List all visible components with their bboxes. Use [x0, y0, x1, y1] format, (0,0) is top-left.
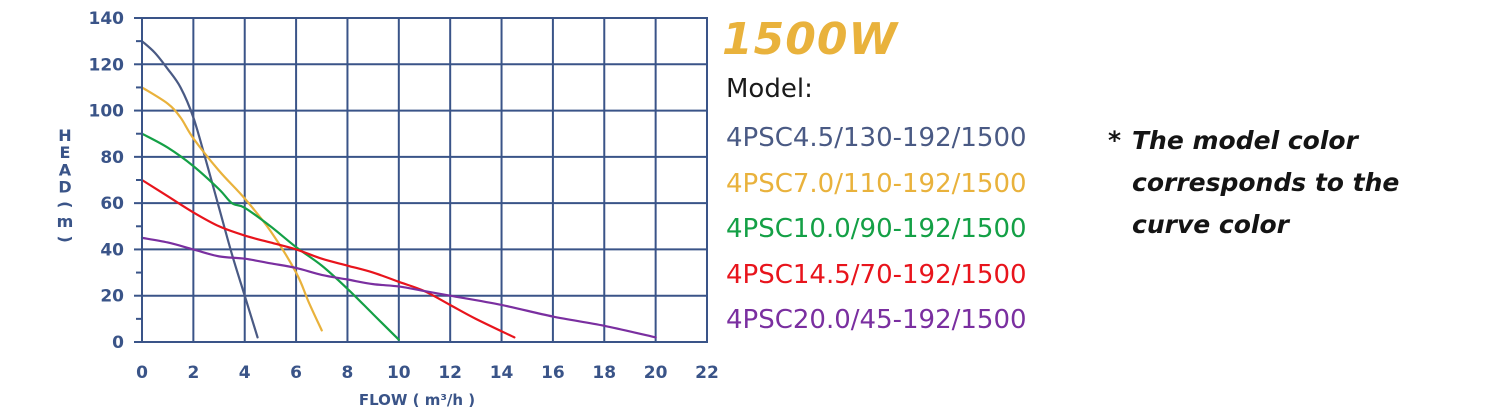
y-tick-label: 100 — [89, 102, 125, 122]
x-tick-label: 8 — [342, 363, 354, 383]
y-tick-label: 20 — [100, 287, 124, 307]
power-heading: 1500W — [722, 14, 898, 65]
x-tick-labels: 0 2 4 6 8 10 12 14 16 18 20 22 — [136, 363, 719, 383]
series-line — [140, 86, 323, 332]
legend-item-model: 4PSC20.0/45-192/1500 — [726, 305, 1027, 335]
x-tick-label: 14 — [490, 363, 514, 383]
x-tick-label: 22 — [695, 363, 719, 383]
model-legend: 4PSC4.5/130-192/1500 4PSC7.0/110-192/150… — [726, 116, 1027, 344]
color-note: * The model color corresponds to the cur… — [1108, 120, 1468, 246]
series-line — [140, 132, 400, 341]
x-tick-label: 6 — [290, 363, 302, 383]
y-axis-title-char: E — [60, 143, 71, 162]
legend-item-model: 4PSC14.5/70-192/1500 — [726, 259, 1027, 290]
x-tick-label: 12 — [438, 363, 462, 383]
y-tick-label: 140 — [89, 9, 125, 29]
legend-title: Model: — [726, 74, 813, 104]
pump-curve-chart: 0 2 4 6 8 10 12 14 16 18 20 22 0 20 40 60 80 100 120 140 F… — [56, 9, 719, 409]
y-axis-title-char: ( — [56, 201, 75, 208]
note-text: The model color corresponds to the curve… — [1132, 126, 1400, 239]
x-tick-label: 16 — [541, 363, 565, 383]
y-axis-title-char: ) — [56, 236, 75, 243]
y-tick-label: 80 — [100, 148, 124, 168]
series-line — [140, 178, 516, 339]
x-tick-label: 4 — [239, 363, 251, 383]
legend-item-model: 4PSC4.5/130-192/1500 — [726, 123, 1027, 153]
y-tick-label: 0 — [112, 333, 124, 353]
y-tick-labels: 0 20 40 60 80 100 120 140 — [89, 9, 125, 353]
series-line — [140, 236, 657, 339]
x-tick-label: 20 — [644, 363, 668, 383]
x-tick-label: 18 — [592, 363, 616, 383]
y-axis-title-char: A — [59, 160, 72, 179]
y-tick-label: 60 — [100, 194, 124, 214]
plot-frame — [141, 17, 708, 343]
x-tick-label: 10 — [387, 363, 411, 383]
legend-item-model: 4PSC10.0/90-192/1500 — [726, 214, 1027, 244]
y-tick-label: 40 — [100, 240, 124, 260]
legend-item-model: 4PSC7.0/110-192/1500 — [726, 168, 1027, 199]
x-axis-title: FLOW ( m³/h ) — [359, 391, 475, 409]
y-tick-label: 120 — [89, 55, 125, 75]
series-line — [140, 40, 259, 339]
y-axis-title-char: m — [57, 212, 74, 231]
y-axis-title-char: H — [58, 126, 71, 145]
series-layer — [140, 40, 657, 341]
y-axis-title-char: D — [58, 178, 71, 197]
minor-ticks — [134, 17, 142, 343]
x-tick-label: 2 — [187, 363, 199, 383]
x-tick-label: 0 — [136, 363, 148, 383]
note-asterisk: * — [1108, 126, 1122, 155]
